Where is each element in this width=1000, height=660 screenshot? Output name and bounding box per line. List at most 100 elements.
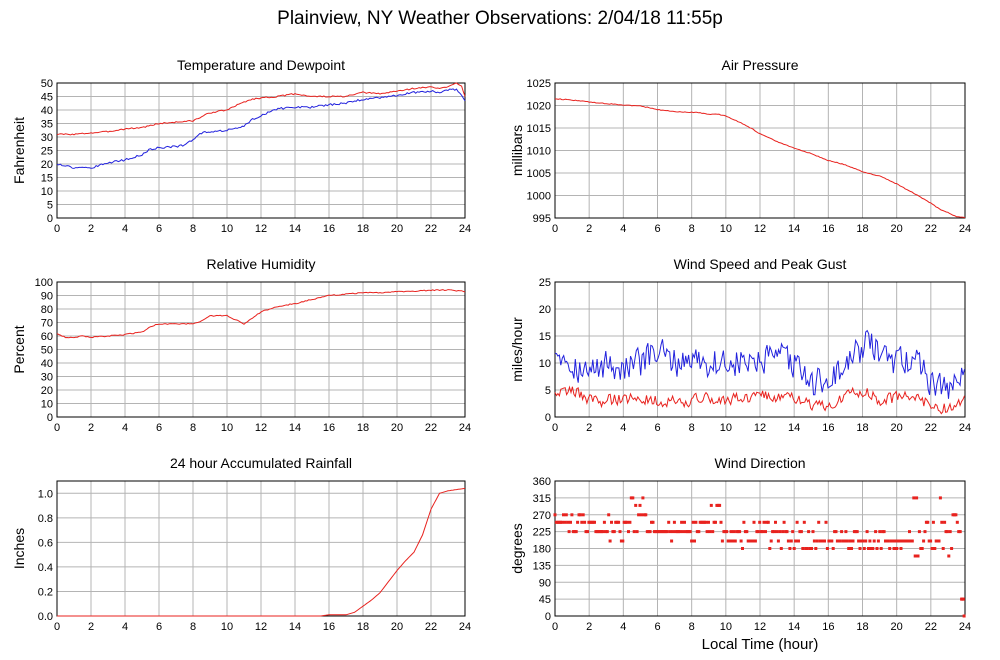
humidity-x-tick-label: 6 [156, 422, 162, 434]
dir-point [786, 539, 790, 543]
humidity-y-tick-label: 70 [41, 318, 53, 330]
dir-point [761, 530, 765, 534]
dir-point [872, 539, 876, 543]
temp-x-tick-label: 6 [156, 223, 162, 235]
dir-point [815, 539, 819, 543]
rain-y-tick-label: 1.0 [38, 488, 53, 500]
wind-x-tick-label: 12 [754, 422, 766, 434]
temp-y-tick-label: 45 [41, 92, 53, 104]
temp-y-tick-label: 25 [41, 146, 53, 158]
dir-point [638, 503, 642, 507]
dir-point [906, 539, 910, 543]
dir-point [855, 530, 859, 534]
dir-point [711, 530, 715, 534]
dir-point [838, 539, 842, 543]
rain-x-tick-label: 24 [459, 621, 471, 633]
dir-point [940, 520, 944, 524]
dir-point [688, 530, 692, 534]
dir-point [895, 547, 899, 550]
dir-point [933, 547, 937, 550]
dir-point [947, 554, 951, 558]
dir-point [607, 513, 611, 517]
dir-point [709, 503, 713, 507]
dir-point [810, 547, 813, 550]
dir-x-tick-label: 16 [822, 621, 834, 633]
wind-chart-title: Wind Speed and Peak Gust [674, 256, 847, 272]
temp-plot-frame [56, 82, 466, 219]
dir-point [756, 530, 760, 534]
dir-point [801, 547, 805, 550]
dir-point [641, 496, 645, 500]
dir-point [772, 530, 776, 534]
dir-point [807, 530, 811, 534]
dir-point [799, 530, 803, 534]
dir-y-tick-label: 225 [533, 527, 551, 539]
wind-x-tick-label: 8 [689, 422, 695, 434]
dir-point [618, 530, 622, 534]
pressure-x-tick-label: 16 [822, 223, 834, 235]
dir-point [697, 530, 701, 534]
dir-point [891, 539, 894, 543]
dir-point [788, 547, 792, 550]
dir-point [931, 520, 935, 524]
page-title: Plainview, NY Weather Observations: 2/04… [277, 8, 723, 29]
dir-point [812, 539, 816, 543]
rain-x-tick-label: 12 [255, 621, 267, 633]
rain-y-tick-label: 0.6 [38, 537, 53, 549]
humidity-y-tick-label: 60 [41, 331, 53, 343]
dir-point [707, 520, 710, 524]
rain-y-tick-label: 0.8 [38, 513, 53, 525]
temp-y-tick-label: 5 [47, 200, 53, 212]
dir-point [581, 513, 585, 517]
wind-x-tick-label: 4 [620, 422, 626, 434]
dir-point [634, 503, 638, 507]
rain-x-tick-label: 18 [357, 621, 369, 633]
dir-point [861, 539, 865, 543]
dir-point [569, 520, 572, 524]
pressure-series-line-red [554, 98, 966, 219]
dir-y-axis-label: degrees [509, 523, 525, 574]
dir-point [888, 547, 892, 550]
dir-point [941, 547, 945, 550]
dir-y-tick-label: 135 [533, 560, 551, 572]
dir-point [764, 530, 767, 534]
wind-y-tick-label: 10 [539, 358, 551, 370]
dir-point [929, 539, 933, 543]
wind-y-tick-label: 20 [539, 304, 551, 316]
temp-x-tick-label: 2 [88, 223, 94, 235]
dir-point [562, 513, 565, 517]
dir-point [825, 547, 829, 550]
dir-y-tick-label: 315 [533, 493, 551, 505]
rain-x-tick-label: 20 [391, 621, 403, 633]
dir-point [762, 520, 766, 524]
dir-point [795, 520, 799, 524]
dir-point [680, 520, 684, 524]
dir-point [865, 530, 869, 534]
dir-point [831, 547, 835, 550]
dir-point [668, 530, 672, 534]
temp-x-tick-label: 0 [54, 223, 60, 235]
dir-point [776, 539, 780, 543]
pressure-x-tick-label: 10 [720, 223, 732, 235]
temp-x-tick-label: 10 [221, 223, 233, 235]
dir-point [553, 513, 557, 517]
dir-plot-frame [554, 480, 966, 617]
humidity-y-tick-label: 50 [41, 345, 53, 357]
dir-x-tick-label: 20 [891, 621, 903, 633]
temp-y-tick-label: 50 [41, 78, 53, 90]
temp-y-tick-label: 15 [41, 173, 53, 185]
dir-point [915, 496, 919, 500]
dir-point [742, 520, 746, 524]
rain-y-axis-label: Inches [11, 528, 27, 569]
wind-series-line-blue [554, 329, 965, 399]
dir-point [875, 547, 879, 550]
dir-point [667, 520, 671, 524]
rain-x-tick-label: 14 [289, 621, 301, 633]
rain-x-tick-label: 6 [156, 621, 162, 633]
humidity-series-line-red [56, 289, 466, 339]
dir-point [690, 539, 694, 543]
dir-point [950, 547, 954, 550]
pressure-x-tick-label: 20 [891, 223, 903, 235]
dir-point [937, 539, 941, 543]
rain-y-tick-label: 0.2 [38, 586, 53, 598]
